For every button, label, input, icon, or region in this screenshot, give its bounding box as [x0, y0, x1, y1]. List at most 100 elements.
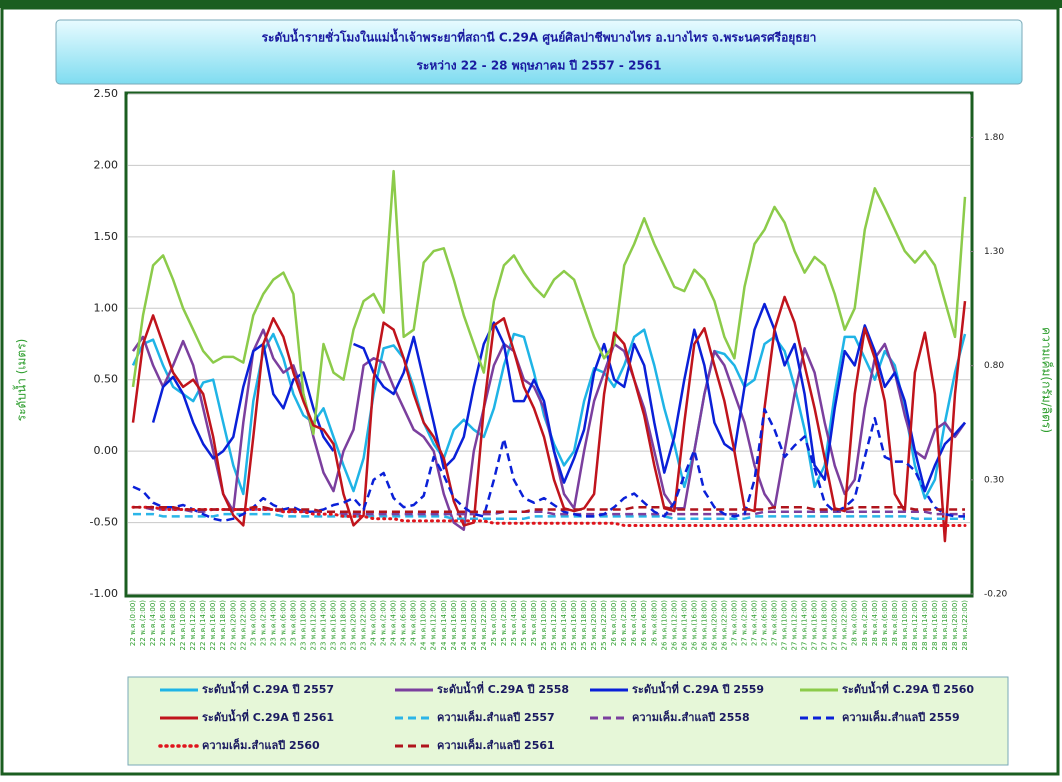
- x-tick-label: 26 พ.ค.(6:00): [640, 600, 648, 646]
- x-tick-label: 23 พ.ค.(2:00): [259, 600, 267, 646]
- series-line: [133, 512, 965, 520]
- x-tick-label: 28 พ.ค.(14:00): [921, 600, 929, 651]
- x-tick-label: 28 พ.ค.(8:00): [891, 600, 899, 646]
- x-tick-label: 22 พ.ค.(8:00): [169, 600, 177, 646]
- x-tick-label: 27 พ.ค.(12:00): [791, 600, 799, 651]
- legend-label: ระดับน้ำที่ C.29A ปี 2561: [202, 709, 334, 724]
- x-tick-label: 25 พ.ค.(8:00): [530, 600, 538, 646]
- x-tick-label: 23 พ.ค.(22:00): [360, 600, 368, 651]
- x-tick-label: 22 พ.ค.(14:00): [199, 600, 207, 651]
- x-tick-label: 23 พ.ค.(0:00): [249, 600, 257, 646]
- x-tick-label: 27 พ.ค.(2:00): [740, 600, 748, 646]
- legend-label: ความเค็ม.สำแลปี 2557: [437, 710, 555, 724]
- x-tick-label: 26 พ.ค.(10:00): [660, 600, 668, 651]
- x-tick-label: 25 พ.ค.(2:00): [500, 600, 508, 646]
- x-tick-label: 24 พ.ค.(6:00): [400, 600, 408, 646]
- x-tick-label: 27 พ.ค.(10:00): [781, 600, 789, 651]
- x-tick-label: 22 พ.ค.(2:00): [139, 600, 147, 646]
- y2-tick-label: -0.20: [984, 590, 1008, 600]
- x-tick-label: 23 พ.ค.(4:00): [269, 600, 277, 646]
- x-tick-label: 23 พ.ค.(10:00): [299, 600, 307, 651]
- x-tick-label: 24 พ.ค.(14:00): [440, 600, 448, 651]
- x-tick-label: 22 พ.ค.(18:00): [219, 600, 227, 651]
- series-line: [131, 295, 967, 543]
- x-tick-label: 22 พ.ค.(0:00): [129, 600, 137, 646]
- x-tick-label: 23 พ.ค.(20:00): [350, 600, 358, 651]
- legend-label: ระดับน้ำที่ C.29A ปี 2558: [437, 681, 569, 696]
- y-axis-title: ระดับน้ำ (เมตร): [13, 339, 29, 422]
- y-tick-label: 2.50: [94, 87, 119, 100]
- x-tick-label: 22 พ.ค.(20:00): [229, 600, 237, 651]
- x-tick-label: 28 พ.ค.(16:00): [931, 600, 939, 651]
- legend-label: ความเค็ม.สำแลปี 2561: [437, 738, 555, 752]
- x-tick-label: 24 พ.ค.(4:00): [390, 600, 398, 646]
- outer-frame: [0, 6, 1060, 776]
- x-tick-label: 23 พ.ค.(16:00): [329, 600, 337, 651]
- x-tick-label: 25 พ.ค.(18:00): [580, 600, 588, 651]
- x-tick-label: 25 พ.ค.(6:00): [520, 600, 528, 646]
- x-tick-label: 22 พ.ค.(12:00): [189, 600, 197, 651]
- x-tick-label: 22 พ.ค.(16:00): [209, 600, 217, 651]
- x-tick-label: 26 พ.ค.(8:00): [650, 600, 658, 646]
- legend-label: ความเค็ม.สำแลปี 2560: [202, 738, 320, 752]
- y-tick-label: -1.00: [90, 587, 118, 600]
- legend: [127, 676, 1009, 766]
- x-tick-label: 28 พ.ค.(2:00): [861, 600, 869, 646]
- legend-label: ระดับน้ำที่ C.29A ปี 2557: [202, 681, 334, 696]
- x-tick-label: 23 พ.ค.(12:00): [309, 600, 317, 651]
- x-tick-label: 27 พ.ค.(0:00): [730, 600, 738, 646]
- series-line: [151, 342, 335, 460]
- x-tick-label: 27 พ.ค.(6:00): [761, 600, 769, 646]
- title-box: [55, 19, 1023, 85]
- x-tick-label: 25 พ.ค.(12:00): [550, 600, 558, 651]
- x-tick-label: 24 พ.ค.(16:00): [450, 600, 458, 651]
- series-line: [132, 407, 965, 523]
- legend-label: ความเค็ม.สำแลปี 2559: [842, 710, 960, 724]
- x-tick-label: 28 พ.ค.(0:00): [851, 600, 859, 646]
- chart-subtitle: ระหว่าง 22 - 28 พฤษภาคม ปี 2557 - 2561: [416, 59, 661, 73]
- x-tick-label: 24 พ.ค.(22:00): [480, 600, 488, 651]
- x-tick-label: 26 พ.ค.(22:00): [720, 600, 728, 651]
- x-tick-label: 24 พ.ค.(12:00): [430, 600, 438, 651]
- x-tick-label: 28 พ.ค.(20:00): [951, 600, 959, 651]
- x-tick-label: 23 พ.ค.(6:00): [279, 600, 287, 646]
- top-strip: [0, 0, 1062, 8]
- x-tick-label: 26 พ.ค.(2:00): [620, 600, 628, 646]
- x-tick-label: 28 พ.ค.(4:00): [871, 600, 879, 646]
- legend-label: ระดับน้ำที่ C.29A ปี 2559: [632, 681, 764, 696]
- x-tick-label: 24 พ.ค.(0:00): [370, 600, 378, 646]
- x-tick-label: 27 พ.ค.(18:00): [821, 600, 829, 651]
- x-tick-label: 27 พ.ค.(20:00): [831, 600, 839, 651]
- x-tick-label: 28 พ.ค.(6:00): [881, 600, 889, 646]
- x-tick-label: 26 พ.ค.(4:00): [630, 600, 638, 646]
- x-tick-label: 27 พ.ค.(8:00): [771, 600, 779, 646]
- legend-label: ระดับน้ำที่ C.29A ปี 2560: [842, 681, 974, 696]
- x-tick-label: 25 พ.ค.(4:00): [510, 600, 518, 646]
- y2-tick-label: 0.80: [984, 361, 1004, 371]
- y-tick-label: 0.50: [94, 373, 119, 386]
- x-tick-label: 26 พ.ค.(14:00): [680, 600, 688, 651]
- x-tick-label: 26 พ.ค.(18:00): [700, 600, 708, 651]
- series-line: [133, 505, 965, 516]
- x-tick-label: 28 พ.ค.(18:00): [941, 600, 949, 651]
- x-tick-label: 24 พ.ค.(2:00): [380, 600, 388, 646]
- x-tick-label: 24 พ.ค.(8:00): [410, 600, 418, 646]
- x-tick-label: 25 พ.ค.(10:00): [540, 600, 548, 651]
- x-tick-label: 27 พ.ค.(16:00): [811, 600, 819, 651]
- y2-tick-label: 1.80: [984, 133, 1004, 143]
- y-tick-label: 2.00: [94, 158, 119, 171]
- x-tick-label: 26 พ.ค.(20:00): [710, 600, 718, 651]
- series-line: [133, 505, 965, 514]
- y-tick-label: 1.50: [94, 230, 119, 243]
- x-tick-label: 28 พ.ค.(12:00): [911, 600, 919, 651]
- x-tick-label: 22 พ.ค.(10:00): [179, 600, 187, 651]
- x-tick-label: 22 พ.ค.(4:00): [149, 600, 157, 646]
- x-tick-label: 25 พ.ค.(20:00): [590, 600, 598, 651]
- x-tick-label: 27 พ.ค.(22:00): [841, 600, 849, 651]
- plot-frame: [124, 91, 974, 598]
- x-tick-label: 27 พ.ค.(14:00): [801, 600, 809, 651]
- x-tick-label: 24 พ.ค.(20:00): [470, 600, 478, 651]
- x-tick-label: 26 พ.ค.(16:00): [690, 600, 698, 651]
